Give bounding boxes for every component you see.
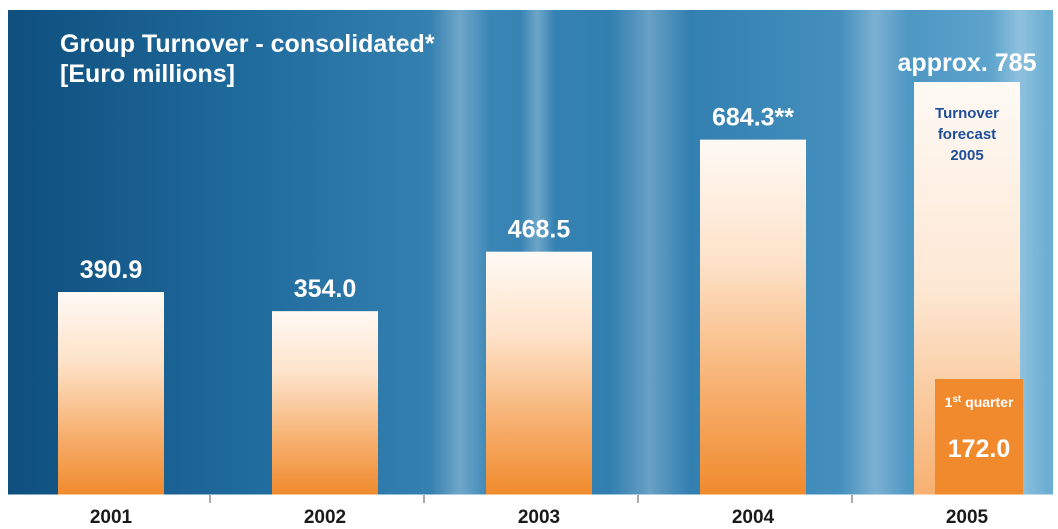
forecast-label-line: forecast bbox=[938, 126, 996, 143]
bars-layer bbox=[58, 82, 1023, 495]
forecast-label-line: Turnover bbox=[935, 105, 999, 122]
quarter-value: 172.0 bbox=[948, 435, 1011, 463]
forecast-label-line: 2005 bbox=[950, 147, 983, 164]
bar-2001 bbox=[58, 292, 164, 495]
value-label-2001: 390.9 bbox=[80, 256, 143, 284]
value-label-2002: 354.0 bbox=[294, 275, 357, 303]
year-label-2004: 2004 bbox=[732, 507, 775, 528]
value-label-2004: 684.3** bbox=[712, 104, 794, 132]
bar-2003 bbox=[486, 251, 592, 495]
chart-title-line-2: [Euro millions] bbox=[60, 60, 235, 88]
year-label-2002: 2002 bbox=[304, 507, 346, 528]
year-label-2001: 2001 bbox=[90, 507, 133, 528]
year-label-2005: 2005 bbox=[946, 507, 989, 528]
value-label-2003: 468.5 bbox=[508, 216, 571, 244]
x-axis-ticks bbox=[209, 495, 853, 503]
quarter-box bbox=[935, 379, 1023, 495]
bar-2004 bbox=[700, 139, 806, 495]
bar-2002 bbox=[272, 311, 378, 495]
labels-layer: 390.9 2001 354.0 2002 468.5 2003 684.3** 2004 ap… bbox=[80, 49, 1037, 528]
chart-title-line-1: Group Turnover - consolidated* bbox=[60, 30, 435, 58]
year-label-2003: 2003 bbox=[518, 507, 560, 528]
value-label-2005: approx. 785 bbox=[898, 49, 1037, 77]
quarter-label: 1st quarter bbox=[945, 394, 1014, 410]
